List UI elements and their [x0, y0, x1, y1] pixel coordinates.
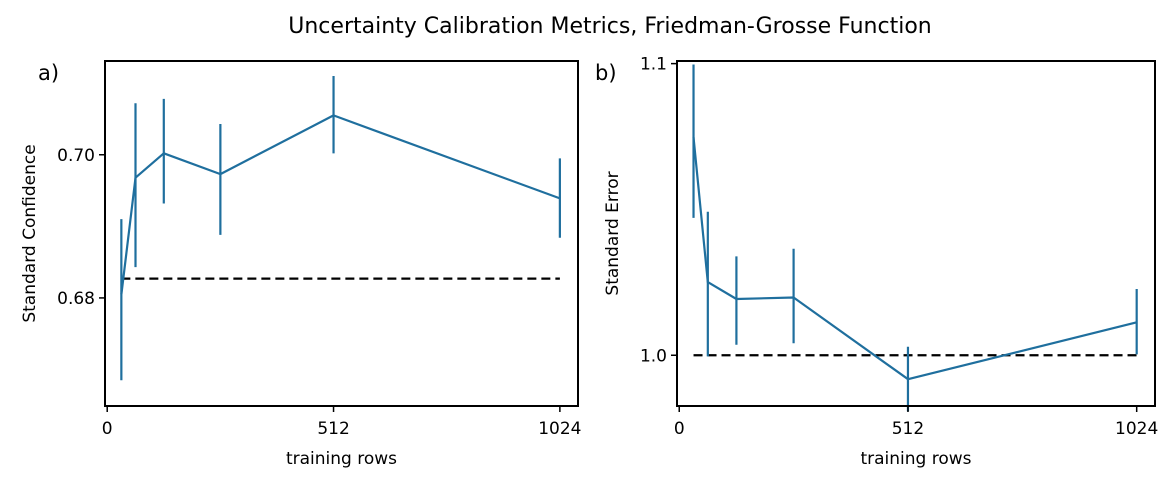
y-tick-label: 0.70	[57, 146, 95, 166]
x-tick-label: 0	[674, 419, 685, 439]
x-tick-label: 512	[892, 419, 924, 439]
panel-label: b)	[595, 61, 617, 85]
x-tick-label: 512	[317, 419, 349, 439]
panel-label: a)	[38, 61, 59, 85]
series-line	[120, 114, 561, 295]
x-tick-label: 1024	[538, 419, 581, 439]
x-axis-label: training rows	[860, 449, 971, 469]
y-axis-label: Standard Confidence	[20, 144, 40, 322]
x-tick-label: 0	[102, 419, 113, 439]
series-line	[692, 136, 1137, 381]
plot-frame	[104, 60, 579, 407]
x-axis-label: training rows	[286, 449, 397, 469]
plot-frame	[676, 60, 1156, 407]
y-tick-label: 1.0	[640, 346, 667, 366]
panel-a: 0 512 1024 0.68 0.70 training rows Standard Co…	[20, 60, 582, 469]
y-tick-label: 1.1	[640, 55, 667, 75]
x-tick-label: 1024	[1115, 419, 1158, 439]
y-tick-label: 0.68	[57, 289, 95, 309]
panel-b: 0 512 1024 1.0 1.1 training rows Standard Erro…	[595, 55, 1158, 469]
figure-title: Uncertainty Calibration Metrics, Friedma…	[288, 14, 931, 39]
y-axis-label: Standard Error	[603, 171, 623, 295]
